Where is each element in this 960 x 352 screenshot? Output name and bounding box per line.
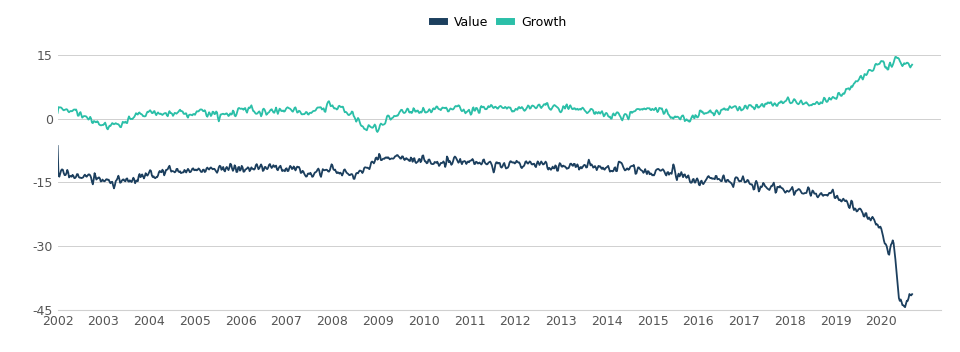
Value [52,144,63,148]
Growth [290,105,301,109]
Growth [890,55,901,59]
Value [678,172,689,177]
Growth [679,119,690,123]
Value [195,169,206,173]
Value [258,168,270,172]
Value [906,292,918,296]
Line: Value: Value [58,146,912,307]
Value [291,166,302,170]
Growth [877,59,889,63]
Line: Growth: Growth [58,57,912,132]
Value [876,230,888,234]
Growth [195,107,206,112]
Growth [291,108,302,112]
Growth [906,63,918,67]
Legend: Value, Growth: Value, Growth [427,11,571,34]
Value [290,168,301,172]
Growth [372,130,383,134]
Value [900,305,911,309]
Growth [258,107,270,111]
Growth [52,111,63,115]
